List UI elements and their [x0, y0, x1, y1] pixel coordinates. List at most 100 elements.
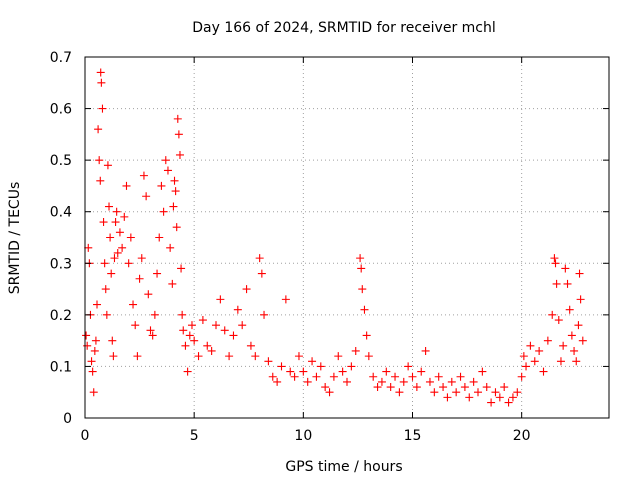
data-point	[439, 383, 448, 392]
data-point	[260, 310, 269, 319]
data-point	[294, 352, 303, 361]
data-point	[373, 383, 382, 392]
x-tick-label: 0	[81, 428, 90, 444]
data-point	[312, 372, 321, 381]
data-point	[139, 171, 148, 180]
data-point	[408, 372, 417, 381]
data-point	[135, 274, 144, 283]
data-point	[356, 254, 365, 263]
data-point	[576, 295, 585, 304]
data-point	[535, 346, 544, 355]
data-point	[142, 192, 151, 201]
data-point	[94, 125, 103, 134]
data-point	[482, 383, 491, 392]
data-point	[179, 326, 188, 335]
data-point	[233, 305, 242, 314]
data-point	[173, 114, 182, 123]
data-point	[122, 181, 131, 190]
data-point	[89, 388, 98, 397]
data-point	[93, 300, 102, 309]
data-point	[539, 367, 548, 376]
data-point	[97, 78, 106, 87]
data-point	[95, 156, 104, 165]
data-point	[255, 254, 264, 263]
data-point	[113, 248, 122, 257]
data-point	[478, 367, 487, 376]
data-point	[177, 264, 186, 273]
x-tick-label: 20	[513, 428, 531, 444]
data-point	[565, 305, 574, 314]
data-point	[257, 269, 266, 278]
data-point	[273, 377, 282, 386]
data-point	[399, 377, 408, 386]
data-point	[87, 357, 96, 366]
data-point	[242, 285, 251, 294]
x-axis-label: GPS time / hours	[285, 459, 402, 475]
data-point	[133, 352, 142, 361]
data-point	[343, 377, 351, 386]
data-point	[543, 336, 552, 345]
data-point	[238, 321, 247, 330]
grid-lines	[85, 57, 609, 418]
data-point	[91, 336, 100, 345]
data-point	[308, 357, 317, 366]
data-point	[100, 259, 109, 268]
data-point	[530, 357, 539, 366]
y-tick-label: 0.4	[50, 205, 72, 221]
data-point	[347, 362, 356, 371]
data-point	[181, 341, 190, 350]
data-point	[84, 243, 93, 252]
data-point	[513, 388, 522, 397]
data-point	[163, 166, 172, 175]
data-point	[98, 104, 107, 113]
data-point	[552, 279, 561, 288]
data-point	[102, 310, 111, 319]
data-point	[325, 388, 334, 397]
data-point	[491, 388, 500, 397]
y-tick-label: 0.5	[50, 153, 72, 169]
data-point	[175, 150, 184, 159]
data-point	[447, 377, 456, 386]
data-point	[131, 321, 140, 330]
data-point	[246, 341, 255, 350]
data-point	[412, 383, 421, 392]
data-point	[434, 372, 443, 381]
data-point	[391, 372, 400, 381]
data-point	[150, 310, 159, 319]
data-point	[159, 207, 168, 216]
data-point	[110, 254, 119, 263]
x-tick-label: 10	[294, 428, 312, 444]
data-point	[517, 372, 526, 381]
data-point	[120, 212, 129, 221]
data-point	[550, 254, 559, 263]
data-point	[425, 377, 434, 386]
data-point	[96, 68, 105, 77]
data-point	[465, 393, 474, 402]
data-point	[126, 233, 135, 242]
data-points	[82, 68, 587, 407]
data-point	[469, 377, 478, 386]
data-point	[357, 264, 366, 273]
data-point	[395, 388, 404, 397]
data-point	[171, 187, 180, 196]
data-point	[168, 279, 177, 288]
data-point	[170, 176, 179, 185]
data-point	[575, 269, 584, 278]
tick-labels: 0 5 10 15 20 0 0.1 0.2 0.3 0.4 0.5 0.6 0.7	[50, 50, 531, 444]
data-point	[153, 269, 162, 278]
data-point	[559, 341, 568, 350]
data-point	[452, 388, 461, 397]
data-point	[83, 341, 92, 350]
data-point	[281, 295, 290, 304]
data-point	[109, 352, 118, 361]
data-point	[556, 357, 565, 366]
data-point	[108, 336, 117, 345]
data-point	[194, 352, 203, 361]
data-point	[548, 310, 557, 319]
plot-frame	[84, 56, 610, 419]
data-point	[115, 228, 124, 237]
data-point	[360, 305, 369, 314]
data-point	[329, 372, 338, 381]
data-point	[567, 331, 576, 340]
data-point	[103, 161, 112, 170]
